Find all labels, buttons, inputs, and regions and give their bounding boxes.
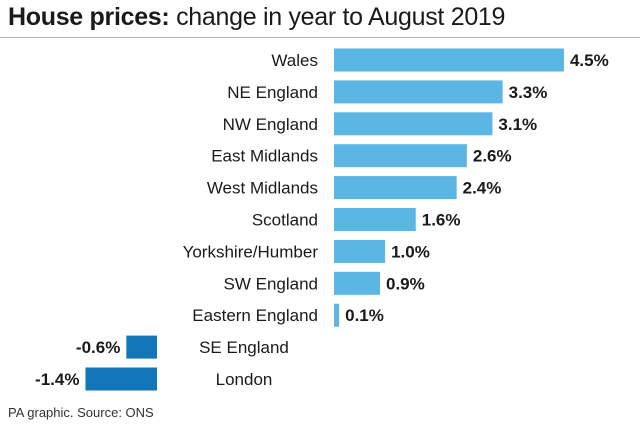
value-label-yorkshire-humber: 1.0% xyxy=(391,242,430,261)
category-label-eastern-england: Eastern England xyxy=(192,306,318,325)
bar-wales xyxy=(334,48,564,72)
chart-title-bold: House prices: xyxy=(8,3,170,31)
bar-sw-england xyxy=(334,271,380,295)
bar-nw-england xyxy=(334,112,493,136)
value-label-nw-england: 3.1% xyxy=(498,115,537,134)
value-label-east-midlands: 2.6% xyxy=(473,147,512,166)
value-label-sw-england: 0.9% xyxy=(386,274,425,293)
category-label-nw-england: NW England xyxy=(223,115,318,134)
bar-scotland xyxy=(334,208,416,231)
bar-east-midlands xyxy=(334,144,467,168)
value-label-west-midlands: 2.4% xyxy=(463,179,502,198)
category-label-east-midlands: East Midlands xyxy=(211,147,318,166)
category-label-london: London xyxy=(216,370,273,389)
title-divider xyxy=(0,37,640,38)
value-label-se-england: -0.6% xyxy=(76,338,120,357)
chart-title-rest: change in year to August 2019 xyxy=(169,3,506,31)
chart-title: House prices: change in year to August 2… xyxy=(8,2,505,32)
value-label-wales: 4.5% xyxy=(570,51,609,70)
category-label-scotland: Scotland xyxy=(252,211,318,230)
category-label-wales: Wales xyxy=(271,51,318,70)
source-credit: PA graphic. Source: ONS xyxy=(8,405,154,420)
value-label-london: -1.4% xyxy=(35,370,79,389)
bar-west-midlands xyxy=(334,176,457,200)
bar-eastern-england xyxy=(334,303,340,327)
category-label-ne-england: NE England xyxy=(227,83,318,102)
category-label-sw-england: SW England xyxy=(224,274,319,293)
value-label-eastern-england: 0.1% xyxy=(345,306,384,325)
value-label-ne-england: 3.3% xyxy=(509,83,548,102)
bar-se-england xyxy=(126,335,157,359)
bar-london xyxy=(85,367,157,391)
category-label-yorkshire-humber: Yorkshire/Humber xyxy=(183,242,319,261)
bar-yorkshire-humber xyxy=(334,239,386,263)
category-label-west-midlands: West Midlands xyxy=(207,179,318,198)
bar-ne-england xyxy=(334,80,503,104)
category-label-se-england: SE England xyxy=(199,338,289,357)
value-label-scotland: 1.6% xyxy=(422,211,461,230)
